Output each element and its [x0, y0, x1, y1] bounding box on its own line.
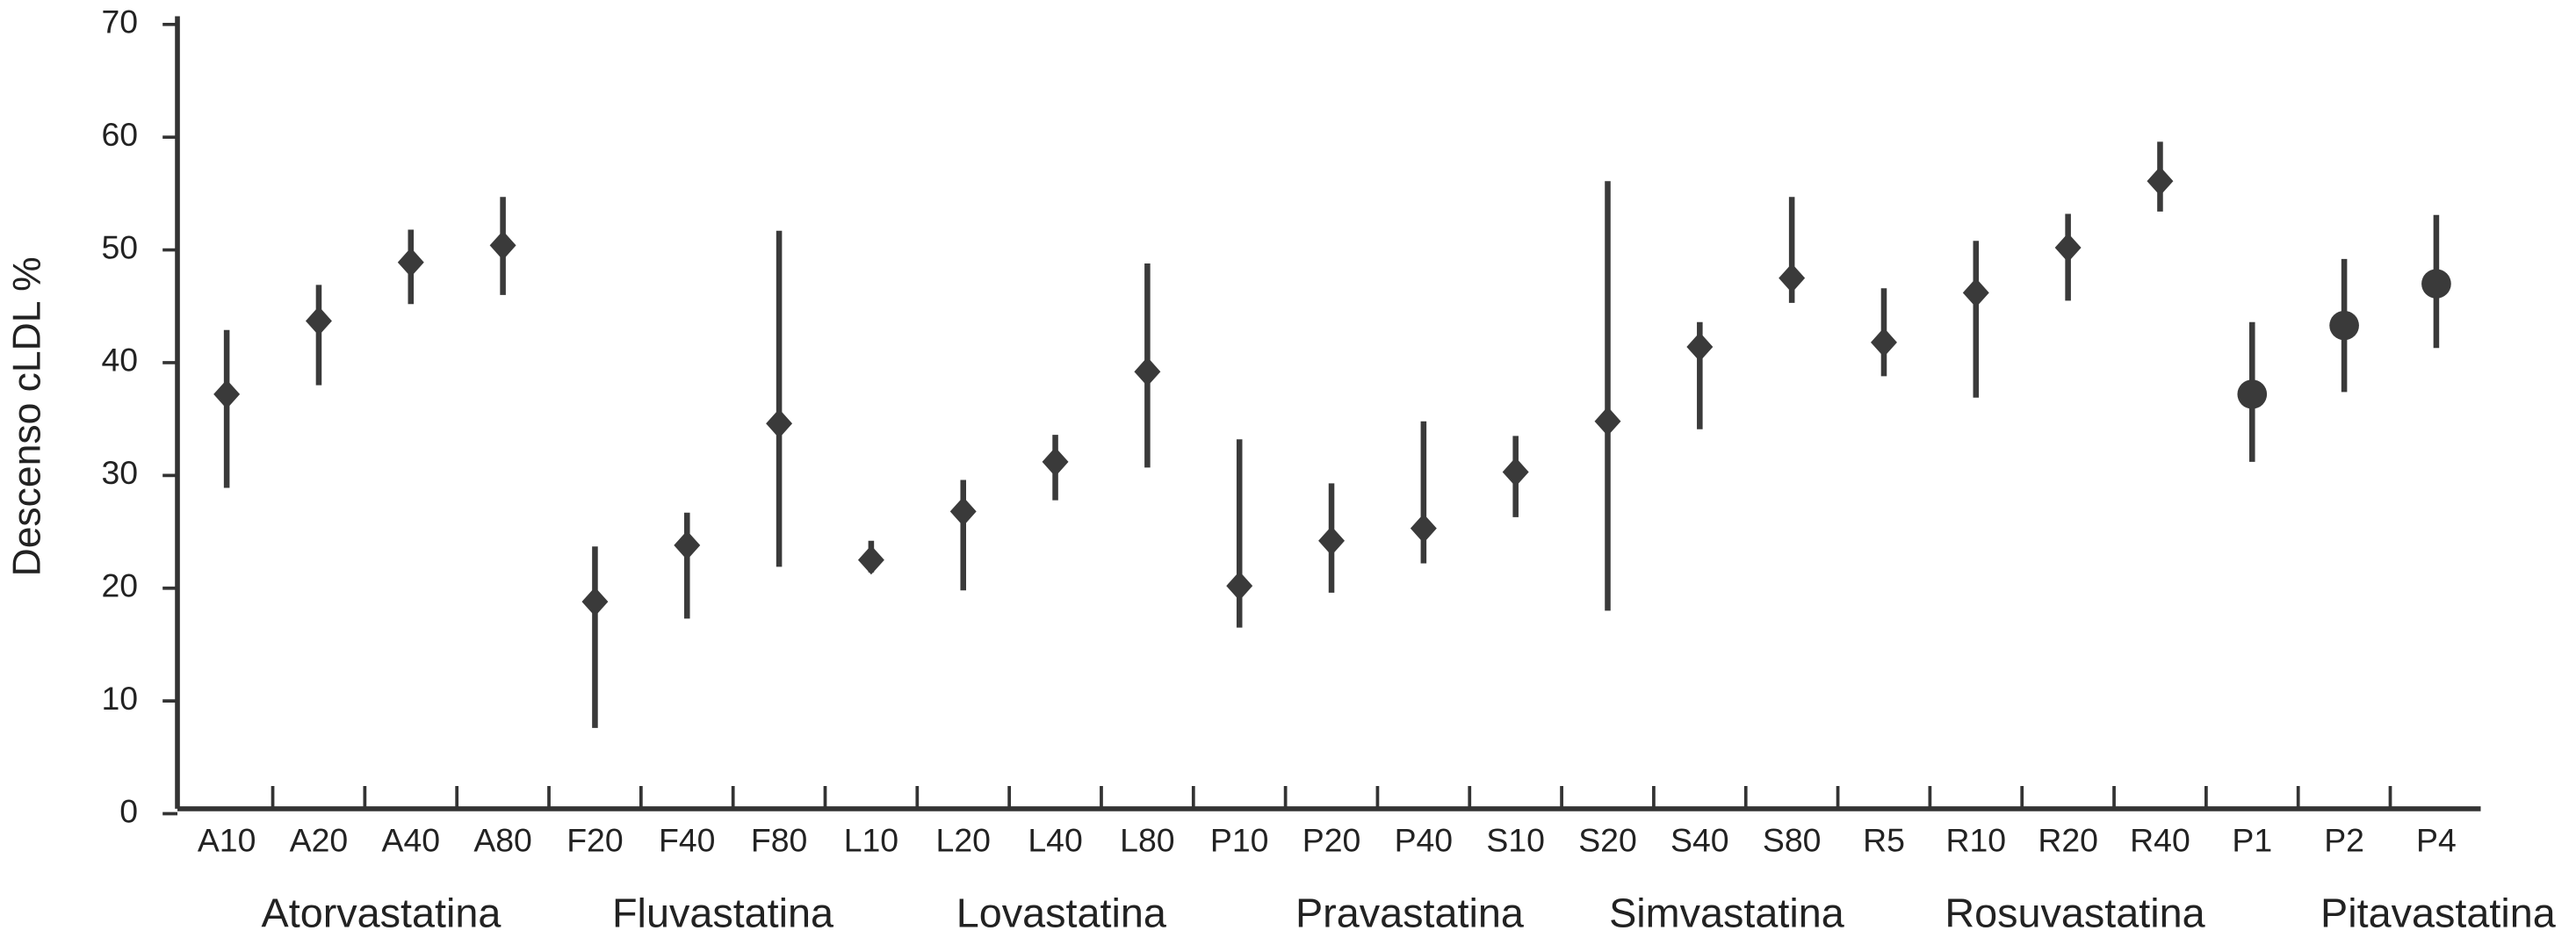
x-tick-label: P1: [2232, 822, 2272, 859]
point-marker: [2329, 310, 2359, 341]
point-marker: [1410, 514, 1437, 544]
point-marker: [1686, 332, 1714, 362]
point-marker: [2421, 269, 2451, 299]
point-marker: [2237, 379, 2268, 409]
y-tick-label: 50: [102, 229, 139, 266]
point-marker: [2147, 166, 2174, 196]
x-tick-label: L10: [844, 822, 898, 859]
y-tick-label: 30: [102, 454, 139, 491]
point-marker: [1318, 526, 1345, 556]
point-marker: [1779, 263, 1806, 293]
y-tick-label: 60: [102, 116, 139, 153]
point-marker: [1962, 278, 1989, 308]
group-label: Rosuvastatina: [1945, 891, 2204, 936]
point-marker: [305, 306, 332, 336]
x-tick-label: R5: [1863, 822, 1905, 859]
point-marker: [857, 545, 884, 575]
x-tick-label: F80: [751, 822, 807, 859]
x-tick-label: F20: [566, 822, 623, 859]
x-tick-label: R20: [2038, 822, 2098, 859]
group-label: Pravastatina: [1295, 891, 1524, 936]
group-label: Simvastatina: [1609, 891, 1844, 936]
y-tick-label: 40: [102, 342, 139, 379]
y-tick-label: 0: [119, 792, 138, 829]
point-marker: [674, 530, 701, 560]
point-marker: [489, 230, 516, 261]
x-tick-label: S80: [1763, 822, 1822, 859]
x-tick-label: F40: [659, 822, 715, 859]
x-tick-label: R10: [1946, 822, 2007, 859]
x-tick-label: A40: [382, 822, 441, 859]
point-marker: [1134, 357, 1161, 386]
x-tick-label: A10: [198, 822, 256, 859]
x-tick-label: L20: [936, 822, 991, 859]
x-tick-label: A80: [473, 822, 532, 859]
x-tick-label: R40: [2130, 822, 2190, 859]
x-tick-label: S20: [1578, 822, 1637, 859]
point-marker: [1042, 447, 1069, 477]
point-marker: [1871, 328, 1897, 357]
x-tick-label: S40: [1670, 822, 1729, 859]
point-marker: [949, 496, 977, 527]
point-marker: [581, 587, 609, 617]
x-tick-label: P2: [2324, 822, 2364, 859]
y-axis-label: Descenso cLDL %: [5, 256, 48, 576]
point-marker: [766, 408, 793, 438]
y-tick-label: 70: [102, 4, 139, 40]
x-tick-label: A20: [290, 822, 349, 859]
point-marker: [1226, 571, 1253, 601]
x-tick-label: P4: [2416, 822, 2457, 859]
point-marker: [213, 379, 241, 409]
y-tick-label: 10: [102, 680, 139, 717]
group-label: Fluvastatina: [612, 891, 833, 936]
x-tick-label: P40: [1395, 822, 1454, 859]
x-tick-label: L40: [1028, 822, 1082, 859]
point-marker: [2054, 233, 2082, 263]
x-tick-label: L80: [1120, 822, 1174, 859]
group-label: Pitavastatina: [2320, 891, 2556, 936]
x-tick-label: P20: [1302, 822, 1361, 859]
y-tick-label: 20: [102, 567, 139, 604]
point-marker: [397, 248, 424, 278]
x-tick-label: S10: [1486, 822, 1545, 859]
group-label: Lovastatina: [956, 891, 1166, 936]
group-label: Atorvastatina: [262, 891, 501, 936]
x-tick-label: P10: [1210, 822, 1269, 859]
point-marker: [1594, 407, 1621, 436]
point-marker: [1502, 457, 1529, 487]
